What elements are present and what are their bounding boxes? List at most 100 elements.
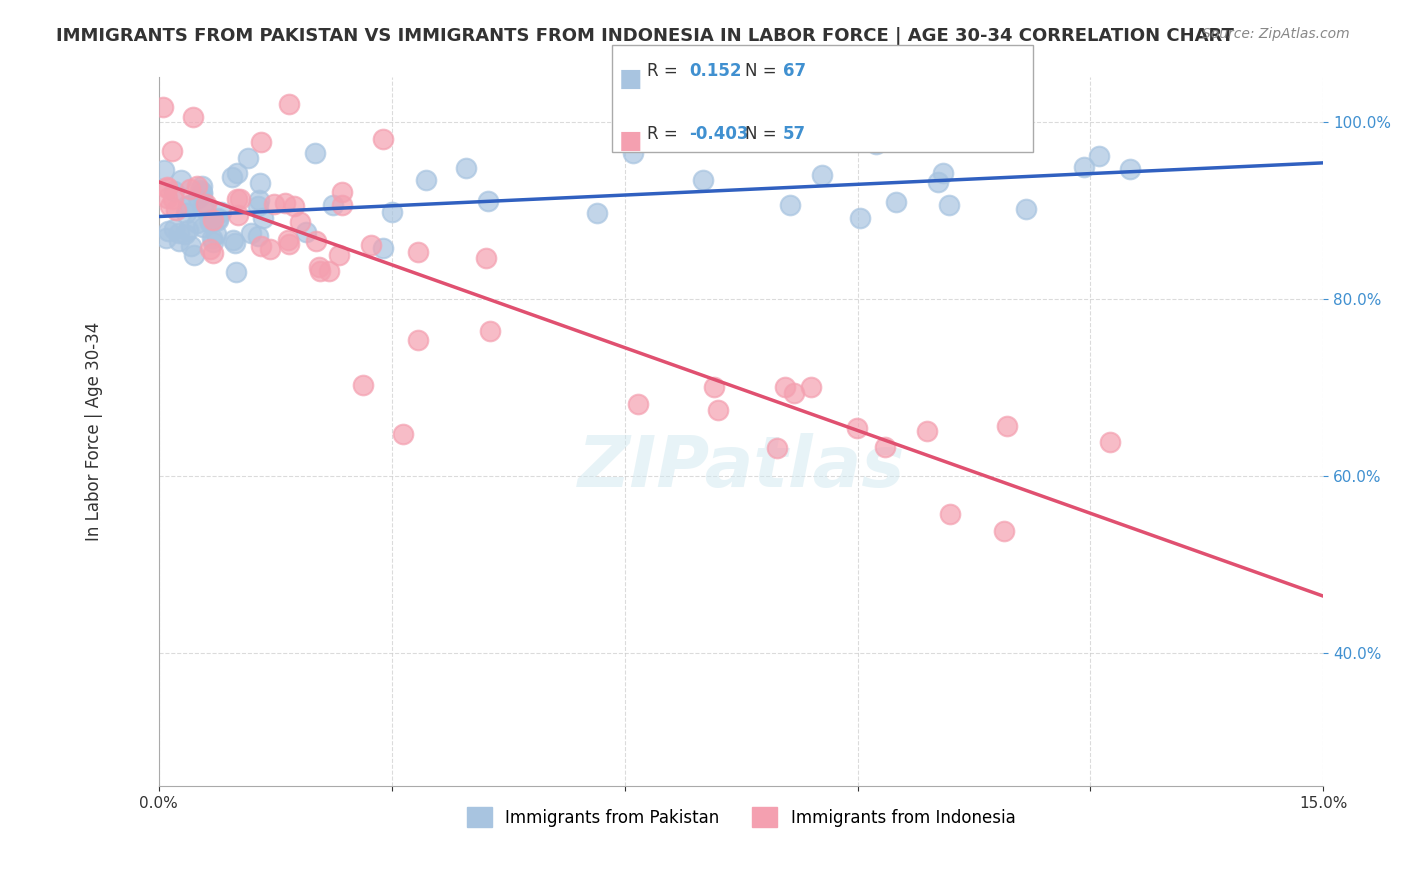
- Point: [766, 442, 789, 456]
- Point: [186, 178, 208, 193]
- Point: [305, 234, 328, 248]
- Point: [249, 238, 271, 252]
- Point: [191, 202, 214, 216]
- Point: [247, 228, 270, 243]
- Point: [703, 380, 725, 394]
- Point: [180, 239, 202, 253]
- Point: [195, 196, 218, 211]
- Point: [290, 215, 312, 229]
- Point: [183, 248, 205, 262]
- Point: [201, 235, 224, 249]
- Text: N =: N =: [745, 125, 782, 143]
- Point: [200, 242, 222, 256]
- Point: [187, 191, 209, 205]
- Point: [170, 173, 193, 187]
- Point: [873, 440, 896, 454]
- Point: [939, 507, 962, 521]
- Point: [295, 225, 318, 239]
- Point: [152, 100, 174, 114]
- Point: [1014, 202, 1036, 216]
- Text: ■: ■: [619, 67, 643, 91]
- Point: [277, 236, 299, 251]
- Point: [204, 227, 226, 241]
- Point: [249, 136, 271, 150]
- Point: [179, 198, 201, 212]
- Point: [221, 169, 243, 184]
- Point: [415, 172, 437, 186]
- Text: 57: 57: [783, 125, 806, 143]
- Text: ZIPatlas: ZIPatlas: [578, 433, 904, 501]
- Point: [252, 211, 274, 226]
- Point: [174, 227, 197, 241]
- Point: [198, 212, 221, 227]
- Point: [190, 183, 212, 197]
- Point: [318, 264, 340, 278]
- Point: [371, 132, 394, 146]
- Point: [249, 176, 271, 190]
- Point: [406, 333, 429, 347]
- Point: [783, 386, 806, 401]
- Legend: Immigrants from Pakistan, Immigrants from Indonesia: Immigrants from Pakistan, Immigrants fro…: [460, 800, 1022, 834]
- Point: [174, 206, 197, 220]
- Point: [779, 198, 801, 212]
- Point: [201, 230, 224, 244]
- Point: [238, 151, 260, 165]
- Point: [191, 179, 214, 194]
- Point: [475, 251, 498, 265]
- Point: [155, 191, 177, 205]
- Point: [915, 424, 938, 438]
- Point: [163, 185, 186, 199]
- Point: [160, 145, 183, 159]
- Text: 0.152: 0.152: [689, 62, 741, 80]
- Point: [330, 198, 353, 212]
- Point: [454, 161, 477, 176]
- Point: [179, 182, 201, 196]
- Point: [408, 245, 430, 260]
- Point: [352, 378, 374, 392]
- Text: N =: N =: [745, 62, 782, 80]
- Point: [1098, 435, 1121, 450]
- Point: [392, 427, 415, 442]
- Point: [865, 136, 887, 151]
- Point: [224, 235, 246, 250]
- Point: [177, 199, 200, 213]
- Point: [360, 238, 382, 252]
- Point: [811, 168, 834, 182]
- Point: [240, 227, 263, 241]
- Point: [278, 97, 301, 112]
- Point: [692, 173, 714, 187]
- Point: [246, 199, 269, 213]
- Point: [159, 199, 181, 213]
- Point: [477, 194, 499, 208]
- Point: [938, 198, 960, 212]
- Point: [228, 208, 250, 222]
- Point: [623, 146, 645, 161]
- Point: [163, 222, 186, 236]
- Point: [201, 246, 224, 260]
- Point: [209, 204, 232, 219]
- Point: [330, 185, 353, 199]
- Text: R =: R =: [647, 125, 683, 143]
- Point: [225, 192, 247, 206]
- Point: [177, 223, 200, 237]
- Point: [198, 216, 221, 230]
- Point: [277, 233, 299, 247]
- Point: [322, 198, 344, 212]
- Point: [221, 233, 243, 247]
- Text: Source: ZipAtlas.com: Source: ZipAtlas.com: [1202, 27, 1350, 41]
- Point: [800, 380, 823, 394]
- Point: [263, 197, 285, 211]
- Point: [156, 179, 179, 194]
- Y-axis label: In Labor Force | Age 30-34: In Labor Force | Age 30-34: [86, 322, 103, 541]
- Point: [191, 219, 214, 234]
- Point: [381, 204, 404, 219]
- Point: [1087, 149, 1109, 163]
- Text: IMMIGRANTS FROM PAKISTAN VS IMMIGRANTS FROM INDONESIA IN LABOR FORCE | AGE 30-34: IMMIGRANTS FROM PAKISTAN VS IMMIGRANTS F…: [56, 27, 1234, 45]
- Point: [225, 265, 247, 279]
- Point: [201, 212, 224, 227]
- Point: [773, 380, 796, 394]
- Point: [931, 166, 953, 180]
- Point: [308, 260, 330, 274]
- Point: [884, 194, 907, 209]
- Point: [283, 199, 305, 213]
